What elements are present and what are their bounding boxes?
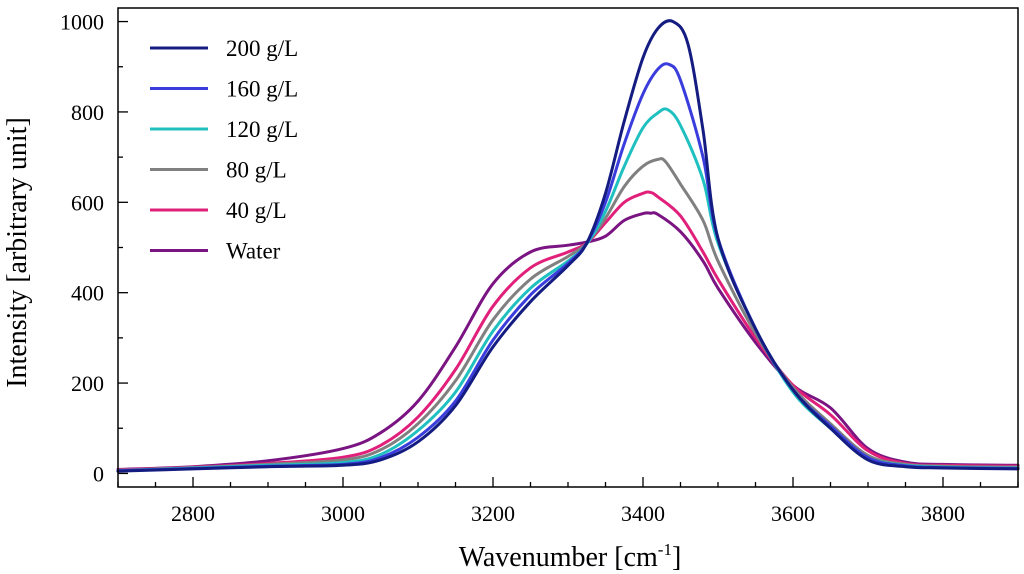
x-axis-title-superscript: -1: [658, 540, 672, 559]
legend-label-200-g-l: 200 g/L: [226, 36, 298, 61]
y-axis-title: Intensity [arbitrary unit]: [2, 117, 33, 388]
legend-label-40-g-l: 40 g/L: [226, 198, 287, 223]
x-tick-label: 2800: [171, 501, 215, 526]
y-tick-label: 1000: [60, 10, 104, 35]
y-tick-label: 400: [71, 281, 104, 306]
x-tick-label: 3000: [321, 501, 365, 526]
x-tick-label: 3800: [921, 501, 965, 526]
x-axis-title-end: ]: [672, 542, 681, 573]
legend-label-water: Water: [226, 239, 281, 264]
series-line-water: [116, 211, 1020, 471]
series-line-200-g-l: [116, 19, 1020, 473]
x-axis-title: Wavenumber [cm-1]: [459, 540, 682, 573]
y-tick-label: 600: [71, 190, 104, 215]
x-tick-label: 3400: [621, 501, 665, 526]
series-line-40-g-l: [116, 190, 1020, 472]
legend-label-160-g-l: 160 g/L: [226, 77, 298, 102]
series-line-80-g-l: [116, 157, 1020, 472]
x-tick-label: 3600: [771, 501, 815, 526]
series-group: [116, 19, 1020, 473]
y-axis: 0 200 400 600 800 1000: [60, 10, 128, 486]
legend-label-120-g-l: 120 g/L: [226, 117, 298, 142]
legend-label-80-g-l: 80 g/L: [226, 158, 287, 183]
y-tick-label: 0: [93, 461, 104, 486]
y-tick-label: 200: [71, 371, 104, 396]
x-axis: 2800 3000 3200 3400 3600 3800: [117, 477, 1019, 526]
y-tick-label: 800: [71, 100, 104, 125]
x-axis-title-main: Wavenumber [cm: [459, 542, 658, 573]
x-tick-label: 3200: [471, 501, 515, 526]
legend: 200 g/L 160 g/L 120 g/L 80 g/L 40 g/L Water: [150, 36, 298, 264]
